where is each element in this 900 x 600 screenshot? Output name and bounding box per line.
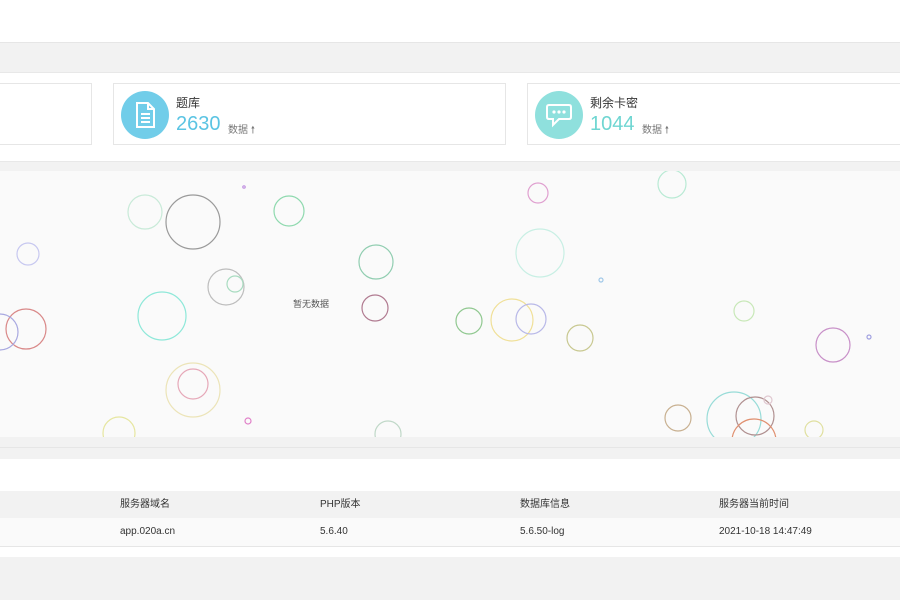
stats-row: 题库 2630 数据 🠕 剩余卡密 1044 数据 🠕 (0, 72, 900, 162)
bubble (490, 298, 534, 342)
bubble (5, 308, 47, 350)
stat-card-partial (0, 83, 92, 145)
bubble (598, 277, 604, 283)
arrow-up-icon: 🠕 (664, 125, 670, 136)
bubble (177, 368, 209, 400)
bubble (815, 327, 851, 363)
bubble-decoration (0, 171, 872, 437)
table-header-row: 服务器域名 PHP版本 数据库信息 服务器当前时间 (0, 491, 900, 518)
cell-server-domain: app.020a.cn (120, 526, 176, 537)
stat-card-question-bank[interactable]: 题库 2630 数据 🠕 (113, 83, 506, 145)
bubble (137, 291, 187, 341)
bubble (763, 395, 773, 405)
bubble (358, 244, 394, 280)
table-row: app.020a.cn 5.6.40 5.6.50-log 2021-10-18… (0, 518, 900, 547)
bubble (361, 294, 389, 322)
cell-database-info: 5.6.50-log (520, 526, 565, 537)
stat-unit: 数据 🠕 (228, 121, 255, 140)
stat-title: 题库 (176, 96, 201, 110)
bubble (102, 416, 136, 437)
header-server-domain: 服务器域名 (120, 499, 170, 510)
bubble (664, 404, 692, 432)
header-php-version: PHP版本 (320, 499, 361, 510)
bubble (731, 418, 777, 437)
header-database-info: 数据库信息 (520, 499, 570, 510)
stat-value: 1044 (590, 113, 635, 135)
stat-card-remaining-cards[interactable]: 剩余卡密 1044 数据 🠕 (527, 83, 900, 145)
document-icon (121, 91, 169, 139)
chat-bubble-icon (535, 91, 583, 139)
bubble (374, 420, 402, 437)
top-bar (0, 0, 900, 43)
bubble (515, 228, 565, 278)
bubble (127, 194, 163, 230)
server-info-table: 服务器域名 PHP版本 数据库信息 服务器当前时间 app.020a.cn 5.… (0, 459, 900, 557)
bubble (733, 300, 755, 322)
stat-value: 2630 (176, 113, 221, 135)
stat-title: 剩余卡密 (590, 96, 639, 110)
bubble (207, 268, 245, 306)
bubble (527, 182, 549, 204)
bubble (0, 313, 19, 351)
bubble (16, 242, 40, 266)
bubble (226, 275, 244, 293)
bubble (866, 334, 872, 340)
header-server-time: 服务器当前时间 (719, 499, 789, 510)
bubble (244, 417, 252, 425)
bubble (455, 307, 483, 335)
cell-server-time: 2021-10-18 14:47:49 (719, 526, 812, 537)
bubble (515, 303, 547, 335)
bubble (242, 185, 246, 189)
bubble (165, 194, 221, 250)
bubble-panel: 暂无数据 (0, 171, 900, 437)
stat-unit-label: 数据 (228, 125, 248, 136)
bubble (735, 396, 775, 436)
bubble (804, 420, 824, 437)
bubble (273, 195, 305, 227)
stat-unit: 数据 🠕 (642, 121, 669, 140)
bubble (165, 362, 221, 418)
bubble (657, 171, 687, 199)
empty-state-text: 暂无数据 (293, 299, 330, 309)
cell-php-version: 5.6.40 (320, 526, 348, 537)
stat-unit-label: 数据 (642, 125, 662, 136)
bubble (566, 324, 594, 352)
arrow-up-icon: 🠕 (250, 125, 256, 136)
bubble (706, 391, 762, 437)
